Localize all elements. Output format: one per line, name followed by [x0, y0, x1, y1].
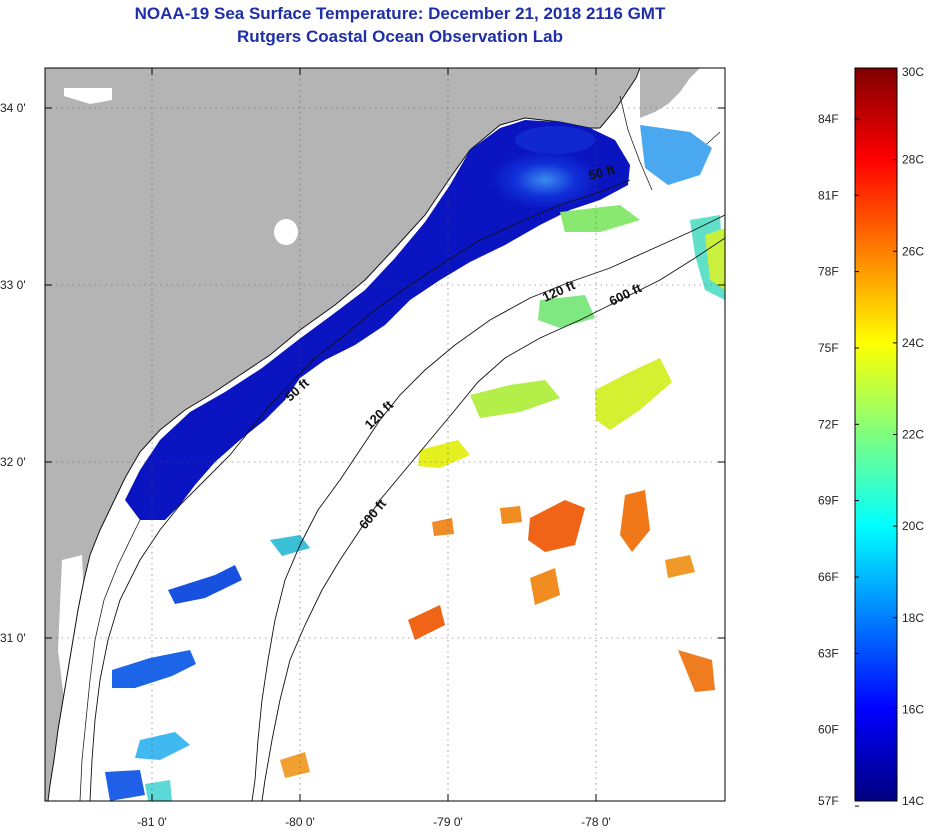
cold-core-cape-fear — [490, 150, 600, 210]
isobath-50ft — [89, 179, 631, 801]
orange-patch-offshore-3 — [530, 568, 560, 605]
map-title: NOAA-19 Sea Surface Temperature: Decembe… — [134, 4, 666, 23]
orange-patch-offshore-6 — [432, 518, 454, 536]
cyan-patch-mid-shelf — [270, 535, 310, 556]
map-frame — [44, 67, 726, 802]
orange-patch-offshore-8 — [280, 752, 310, 778]
coastal-white-south — [58, 555, 84, 700]
orange-patch-offshore-4 — [408, 605, 445, 640]
yellow-patch-central-2 — [470, 380, 560, 418]
cyan-patch-northeast — [640, 125, 712, 185]
contour-label-50ft-north: 50 ft — [587, 161, 617, 183]
map-subtitle: Rutgers Coastal Ocean Observation Lab — [237, 27, 563, 46]
lat-label-32: 32 0' — [0, 455, 26, 469]
orange-patch-offshore-7 — [500, 506, 522, 524]
cyan-patch-south-coast — [135, 732, 190, 760]
lat-label-31: 31 0' — [0, 631, 26, 645]
orange-patch-offshore-2 — [620, 490, 650, 552]
yellow-patch-central-3 — [418, 440, 470, 468]
isobath-600ft — [261, 237, 725, 801]
lat-label-33: 33 0' — [0, 278, 26, 292]
orange-patch-offshore-5 — [678, 650, 715, 692]
blue-patch-bottom-left — [105, 770, 145, 801]
lake-white — [274, 219, 298, 245]
isobath-120ft — [251, 214, 725, 801]
lon-label-79: -79 0' — [433, 815, 463, 829]
lat-label-34: 34 0' — [0, 101, 26, 115]
green-patch-north — [560, 205, 640, 232]
cold-core-north-edge — [515, 126, 595, 154]
lon-label-80: -80 0' — [285, 815, 315, 829]
axis-ticks — [45, 68, 725, 801]
blue-patch-south-coast — [112, 650, 196, 688]
blue-patch-mid-coast — [168, 565, 242, 604]
yellow-patch-central-1 — [595, 358, 672, 430]
graticule — [45, 68, 725, 801]
orange-patch-offshore-9 — [665, 555, 695, 578]
land-mass — [45, 68, 640, 801]
yellow-patch-east — [705, 228, 725, 290]
orange-patch-offshore-1 — [528, 500, 585, 552]
land-northeast — [640, 68, 700, 118]
lon-label-81: -81 0' — [137, 815, 167, 829]
bay-white — [64, 88, 112, 104]
lon-label-78: -78 0' — [581, 815, 611, 829]
cold-water-band — [125, 120, 630, 520]
